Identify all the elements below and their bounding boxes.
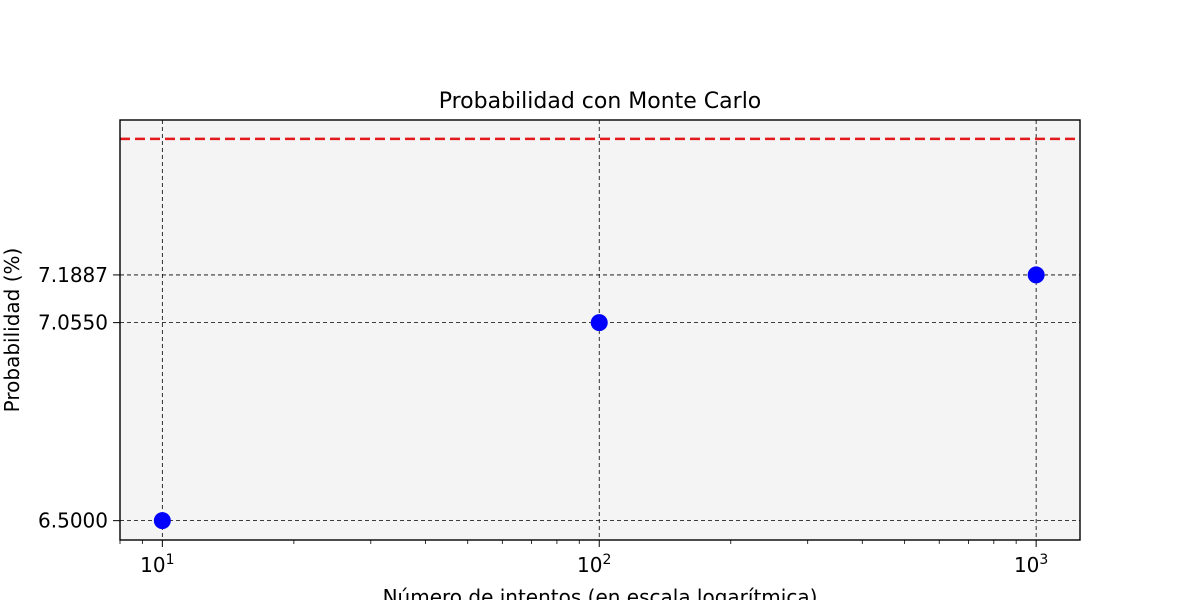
point-layer	[153, 266, 1045, 530]
x-axis-label: Número de intentos (en escala logarítmic…	[383, 585, 818, 600]
y-tick-label: 7.1887	[38, 263, 108, 287]
x-tick-exponent: 1	[166, 552, 175, 568]
y-tick-label: 6.5000	[38, 509, 108, 533]
x-tick-base: 10	[140, 553, 165, 577]
plot-frame	[119, 119, 1081, 541]
data-point	[590, 314, 608, 332]
x-tick-label: 103	[1014, 552, 1048, 577]
x-tick-exponent: 2	[603, 552, 612, 568]
data-point	[153, 512, 171, 530]
x-tick-base: 10	[577, 553, 602, 577]
x-tick-label: 101	[140, 552, 174, 577]
x-tick-exponent: 3	[1039, 552, 1048, 568]
y-tick-label: 7.0550	[38, 311, 108, 335]
x-axis: 101 102 103	[119, 540, 1048, 577]
chart-title: Probabilidad con Monte Carlo	[439, 89, 762, 114]
data-point	[1027, 266, 1045, 284]
y-axis-label: Probabilidad (%)	[0, 248, 24, 413]
x-tick-base: 10	[1014, 553, 1039, 577]
x-tick-label: 102	[577, 552, 611, 577]
y-axis: 6.5000 7.0550 7.1887	[38, 263, 120, 533]
